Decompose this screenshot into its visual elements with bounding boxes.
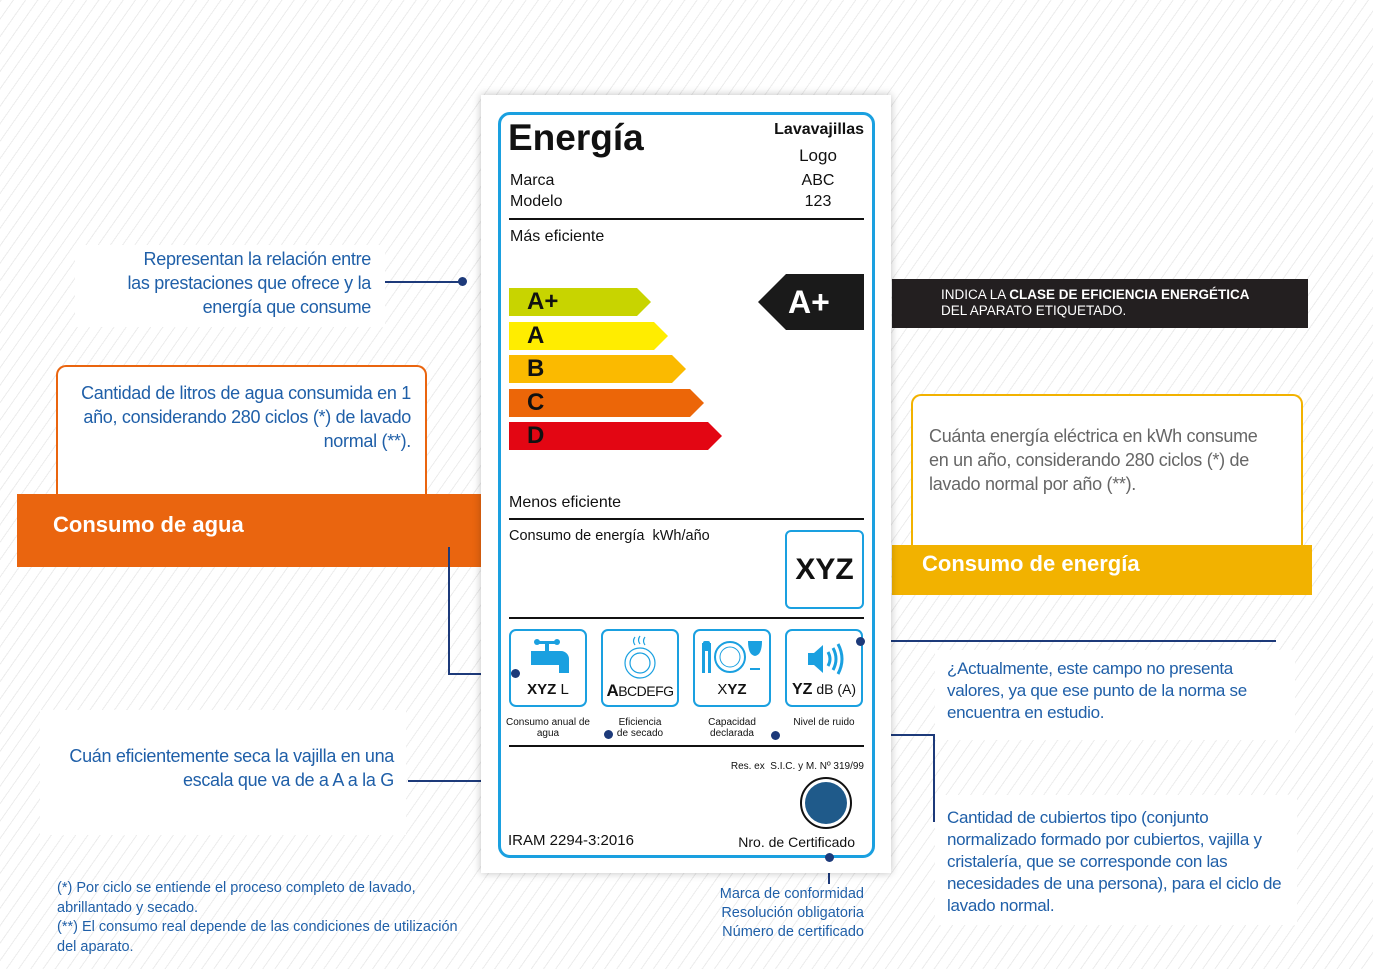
drying-value-rest: BCDEFG	[618, 683, 674, 699]
appliance-type: Lavavajillas	[774, 121, 864, 138]
water-consumption-banner: Consumo de agua	[17, 494, 481, 567]
capacity-value-pre: X	[717, 681, 728, 698]
iram-logo-text	[805, 782, 847, 824]
efficiency-relation-note: Representan la relación entre las presta…	[75, 245, 385, 327]
footnotes: (*) Por ciclo se entiende el proceso com…	[57, 879, 477, 957]
brand-label: Marca	[510, 172, 555, 189]
class-bar-b: B	[509, 355, 686, 383]
class-bar-a: A	[509, 322, 668, 350]
capacity-note: Cantidad de cubiertos tipo (conjunto nor…	[935, 795, 1297, 925]
less-efficient-label: Menos eficiente	[509, 494, 622, 511]
connector-dot	[771, 731, 780, 740]
capacity-caption: Capacidad declarada	[708, 717, 756, 739]
iram-logo	[800, 777, 852, 829]
divider	[509, 617, 864, 619]
connector-dot	[604, 730, 613, 739]
noise-value-bold: YZ	[791, 681, 813, 698]
brand-value: ABC	[801, 172, 835, 189]
energy-value-box: XYZ	[785, 530, 864, 609]
energy-consumption-title: Consumo de energía	[922, 551, 1140, 576]
connector-line	[933, 734, 935, 822]
noise-note: ¿Actualmente, este campo no presenta val…	[935, 650, 1295, 740]
water-value: XYZ L	[511, 681, 585, 698]
class-bar-d: D	[509, 422, 722, 450]
connector-line	[385, 281, 462, 283]
rating-banner: INDICA LA CLASE DE EFICIENCIA ENERGÉTICA…	[892, 279, 1308, 328]
drying-note: Cuán eficientemente seca la vajilla en u…	[40, 710, 406, 835]
connector-dot	[458, 277, 467, 286]
model-value: 123	[804, 193, 832, 210]
divider	[509, 218, 864, 220]
mark-line: Número de certificado	[722, 924, 864, 940]
noise-caption: Nivel de ruido	[793, 717, 855, 728]
class-bar-a-plus: A+	[509, 288, 651, 316]
energy-value: XYZ	[795, 553, 854, 586]
footnote-cycle: (*) Por ciclo se entiende el proceso com…	[57, 880, 416, 916]
brand-logo: Logo	[799, 146, 837, 165]
capacity-value-bold: YZ	[727, 681, 747, 698]
class-bar-c: C	[509, 389, 704, 417]
model-label: Modelo	[510, 193, 563, 210]
water-value-bold: XYZ	[527, 681, 557, 698]
standard-code: IRAM 2294-3:2016	[508, 832, 634, 849]
noise-value-unit: dB (A)	[812, 681, 857, 697]
capacity-box: XYZ	[693, 629, 771, 707]
energy-label-border	[498, 112, 875, 858]
connector-dot	[856, 637, 865, 646]
water-consumption-title: Consumo de agua	[53, 512, 244, 537]
energy-label-card	[481, 95, 891, 873]
water-consumption-box: XYZ L	[509, 629, 587, 707]
rating-banner-text: INDICA LA	[941, 287, 1010, 302]
footnote-real-consumption: (**) El consumo real depende de las cond…	[57, 919, 458, 955]
speaker-icon	[808, 643, 844, 675]
noise-value: YZ dB (A)	[787, 681, 861, 699]
drying-efficiency-box: ABCDEFG	[601, 629, 679, 707]
divider	[509, 518, 864, 520]
mark-line: Marca de conformidad	[719, 886, 864, 902]
connector-dot	[825, 853, 834, 862]
more-efficient-label: Más eficiente	[510, 228, 605, 245]
connector-dot	[511, 669, 520, 678]
water-note: Cantidad de litros de agua consumida en …	[56, 365, 427, 497]
conformity-mark-note: Marca de conformidad Resolución obligato…	[700, 885, 864, 942]
drying-plate-icon	[624, 635, 656, 679]
mark-line: Resolución obligatoria	[721, 905, 864, 921]
drying-value-bold: A	[606, 681, 619, 700]
label-title: Energía	[508, 117, 644, 158]
drying-value: ABCDEFG	[603, 681, 677, 701]
drying-caption: Eficiencia de secado	[616, 717, 664, 739]
rating-banner-bold: CLASE DE EFICIENCIA ENERGÉTICA	[1009, 287, 1250, 302]
noise-level-box: YZ dB (A)	[785, 629, 863, 707]
water-caption: Consumo anual de agua	[506, 717, 590, 739]
resolution-text: Res. ex S.I.C. y M. Nº 319/99	[730, 761, 864, 772]
rating-banner-rest: DEL APARATO ETIQUETADO.	[941, 303, 1127, 318]
connector-line	[860, 640, 1276, 642]
water-tap-icon	[531, 639, 569, 673]
energy-consumption-label: Consumo de energía kWh/año	[509, 528, 710, 544]
tableware-icon	[702, 641, 762, 673]
connector-line	[448, 547, 450, 675]
capacity-value: XYZ	[695, 681, 769, 698]
certificate-number-label: Nro. de Certificado	[738, 834, 855, 850]
energy-consumption-banner: Consumo de energía	[892, 545, 1312, 595]
divider	[509, 745, 864, 747]
water-value-unit: L	[556, 681, 569, 698]
energy-note: Cuánta energía eléctrica en kWh consume …	[911, 394, 1303, 546]
